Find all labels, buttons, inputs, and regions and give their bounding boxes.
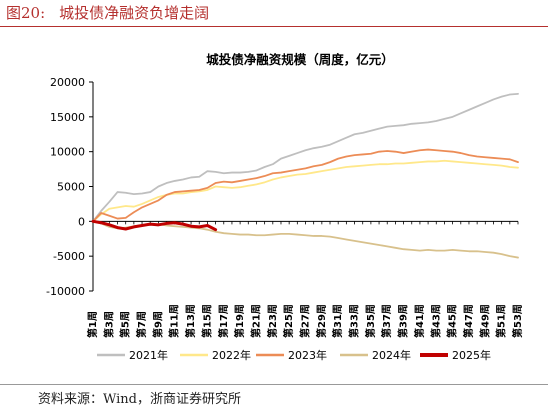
x-tick-label: 第37周 xyxy=(380,304,393,338)
x-tick-label: 第15周 xyxy=(200,304,213,338)
y-tick-label: 5000 xyxy=(57,181,85,194)
x-tick-label: 第21周 xyxy=(249,304,262,338)
x-tick-label: 第9周 xyxy=(151,311,164,338)
source-note: 资料来源：Wind，浙商证券研究所 xyxy=(38,392,241,407)
x-tick-label: 第47周 xyxy=(462,304,475,338)
chart-series xyxy=(91,92,519,259)
x-tick-label: 第1周 xyxy=(86,311,99,338)
series-line-2025 xyxy=(91,219,218,232)
legend-label-2023: 2023年 xyxy=(288,348,327,362)
figure-number: 图20: xyxy=(6,4,46,22)
x-tick-label: 第53周 xyxy=(511,304,524,338)
x-tick-label: 第39周 xyxy=(397,304,410,338)
series-line-2023 xyxy=(92,148,519,223)
x-tick-label: 第25周 xyxy=(282,304,295,338)
chart-axes: -10000 -5000 0 5000 10000 15000 20000 第1周 第3周 第5周… xyxy=(46,76,524,338)
source-divider xyxy=(0,384,548,385)
x-tick-label: 第29周 xyxy=(315,304,328,338)
line-chart: 城投债净融资规模（周度，亿元） -10000 -5000 0 5000 10000 150… xyxy=(46,52,524,362)
x-tick-label: 第43周 xyxy=(429,304,442,338)
y-tick-label: 0 xyxy=(78,215,85,228)
x-tick-label: 第51周 xyxy=(495,304,508,338)
x-tick-label: 第23周 xyxy=(266,304,279,338)
y-tick-label: 20000 xyxy=(50,76,85,89)
figure-title-text: 城投债净融资负增走阔 xyxy=(59,4,210,22)
series-line-2021 xyxy=(92,92,519,223)
chart-legend: 2021年 2022年 2023年 2024年 2025年 xyxy=(97,348,491,362)
legend-label-2021: 2021年 xyxy=(129,348,168,362)
x-tick-label: 第7周 xyxy=(135,311,148,338)
x-tick-label: 第33周 xyxy=(348,304,361,338)
title-divider xyxy=(0,26,548,27)
x-tick-label: 第45周 xyxy=(446,304,459,338)
y-tick-label: -10000 xyxy=(46,285,85,298)
x-tick-label: 第11周 xyxy=(168,304,181,338)
x-tick-label: 第19周 xyxy=(233,304,246,338)
y-tick-label: 15000 xyxy=(50,111,85,124)
x-tick-label: 第13周 xyxy=(184,304,197,338)
legend-label-2025: 2025年 xyxy=(452,348,491,362)
x-tick-label: 第17周 xyxy=(217,304,230,338)
chart-title: 城投债净融资规模（周度，亿元） xyxy=(206,52,394,67)
figure-title: 图20: 城投债净融资负增走阔 xyxy=(6,2,209,23)
legend-label-2024: 2024年 xyxy=(372,348,411,362)
x-tick-label: 第3周 xyxy=(102,311,115,338)
x-tick-label: 第31周 xyxy=(331,304,344,338)
x-tick-label: 第35周 xyxy=(364,304,377,338)
series-line-2022 xyxy=(92,159,519,223)
x-tick-label: 第5周 xyxy=(119,311,132,338)
y-tick-label: 10000 xyxy=(50,146,85,159)
x-tick-label: 第49周 xyxy=(478,304,491,338)
x-tick-label: 第27周 xyxy=(299,304,312,338)
y-tick-label: -5000 xyxy=(53,250,85,263)
x-tick-label: 第41周 xyxy=(413,304,426,338)
series-line-2024 xyxy=(92,220,519,259)
legend-label-2022: 2022年 xyxy=(212,348,251,362)
